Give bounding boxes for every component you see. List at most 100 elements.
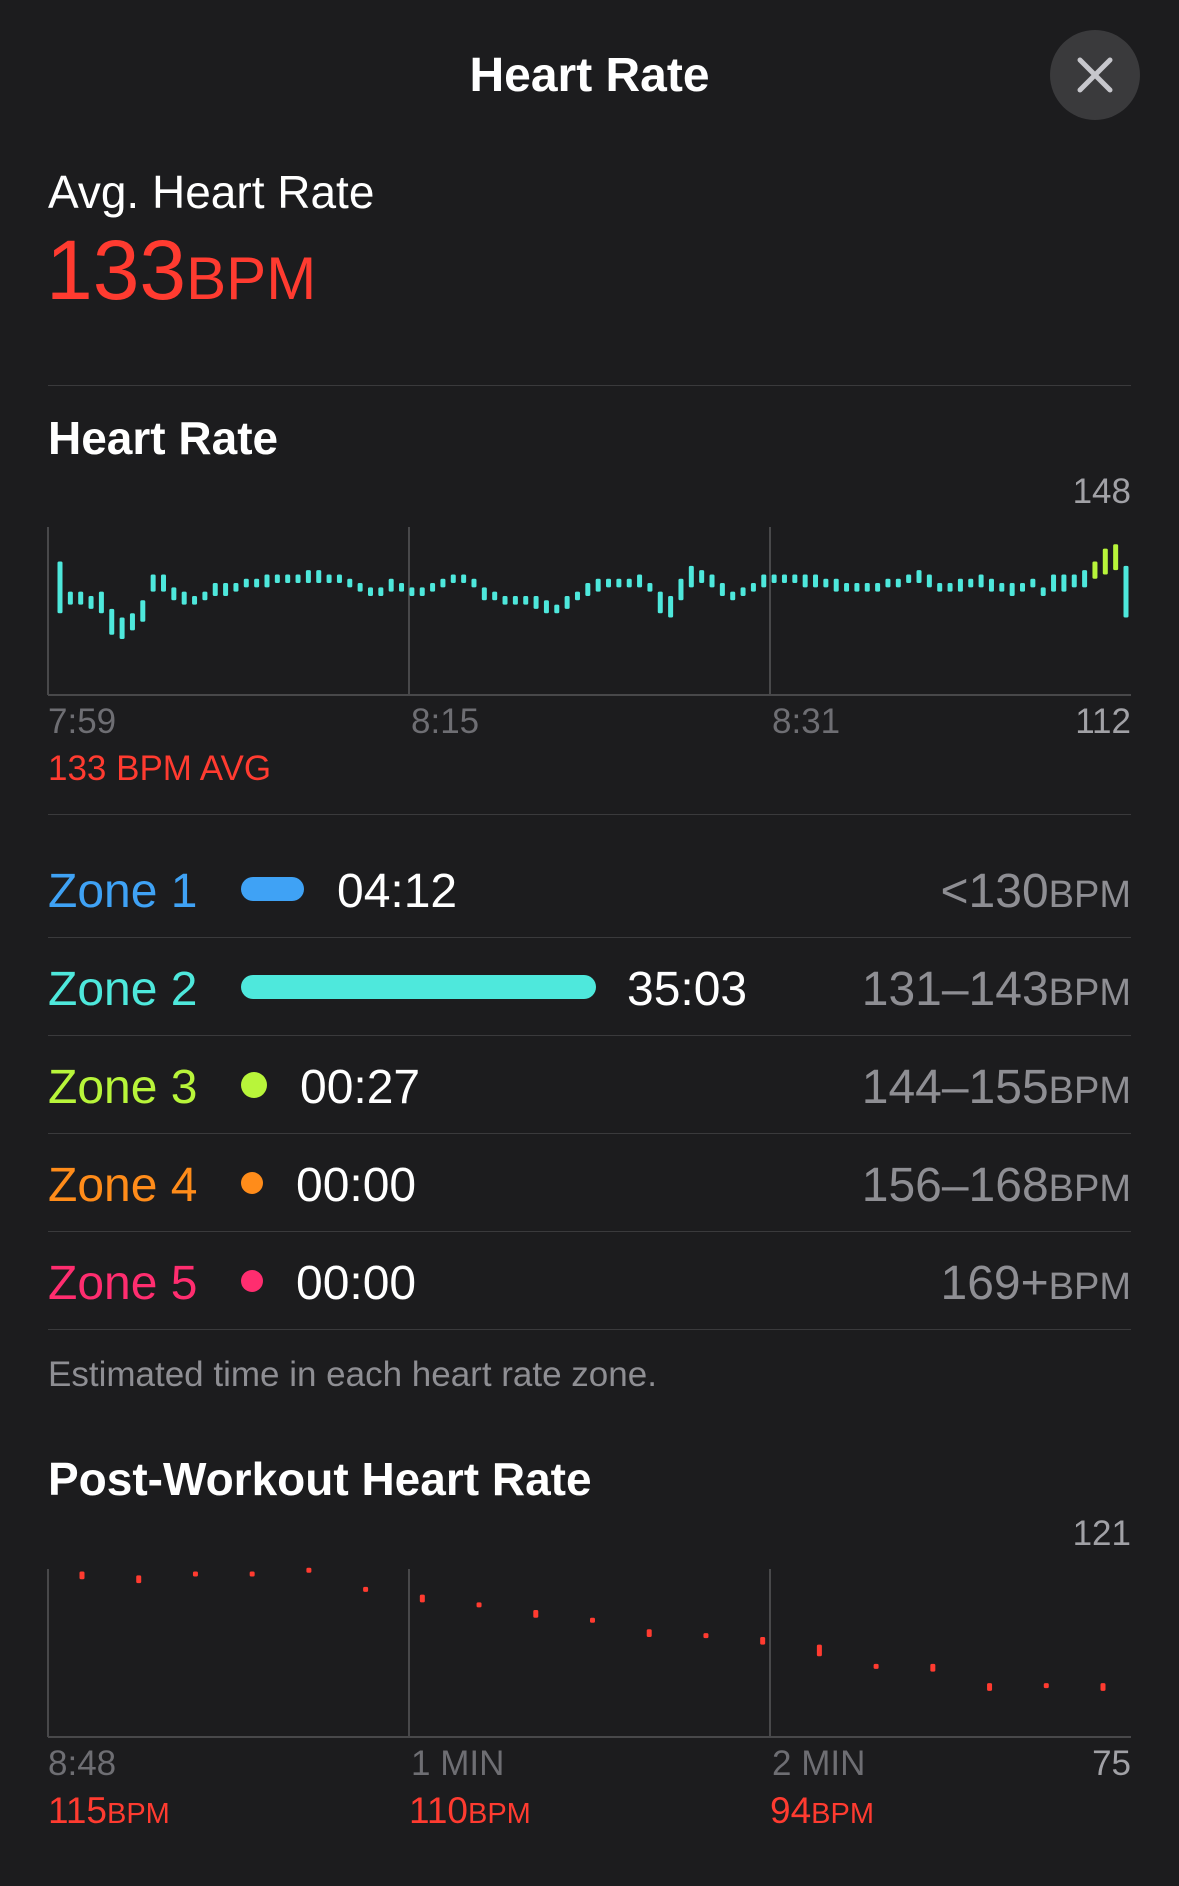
post-workout-point — [533, 1610, 539, 1618]
zone-2-time-bar — [241, 975, 596, 999]
heart-rate-bar — [109, 608, 115, 635]
post-x-label-mid: 1 MIN — [411, 1744, 505, 1783]
heart-rate-bar — [367, 587, 373, 596]
post-y-min-label: 75 — [1092, 1744, 1131, 1783]
zone-range-unit: BPM — [1048, 972, 1131, 1014]
zone-name: Zone 5 — [48, 1257, 198, 1310]
zone-range: 131–143BPM — [862, 962, 1131, 1017]
post-workout-point — [1043, 1683, 1049, 1689]
heart-rate-bar — [564, 595, 570, 609]
divider — [48, 1133, 1131, 1134]
heart-rate-bar — [171, 587, 177, 601]
post-workout-point — [703, 1633, 709, 1639]
post-workout-point — [590, 1617, 595, 1623]
zone-time: 00:27 — [300, 1061, 421, 1114]
heart-rate-bar — [647, 583, 653, 592]
zone-3-time-dot — [241, 1072, 267, 1098]
zone-row-4: Zone 4 00:00 156–168BPM — [48, 1134, 1131, 1232]
zone-range: 169+BPM — [941, 1256, 1131, 1311]
heart-rate-bar — [885, 578, 891, 588]
post-workout-chart — [47, 1567, 1131, 1738]
heart-rate-bar — [409, 587, 415, 596]
hr-avg-label: 133 BPM AVG — [48, 749, 272, 788]
zone-4-time-dot — [241, 1172, 263, 1194]
heart-rate-bar — [399, 583, 405, 592]
zones-footnote: Estimated time in each heart rate zone. — [48, 1355, 657, 1394]
heart-rate-bar — [1030, 578, 1036, 588]
post-marker-2min: 94BPM — [770, 1790, 874, 1832]
post-workout-point — [760, 1636, 766, 1645]
post-workout-point — [987, 1683, 993, 1691]
heart-rate-bar — [533, 595, 539, 609]
hr-x-label-end: 8:31 — [772, 702, 841, 741]
heart-rate-bar — [295, 574, 301, 584]
post-x-label-start: 8:48 — [48, 1744, 117, 1783]
post-marker-value: 110 — [409, 1790, 468, 1831]
hr-x-label-mid: 8:15 — [411, 702, 480, 741]
heart-rate-bar — [1040, 587, 1046, 596]
heart-rate-bar — [668, 595, 674, 618]
heart-rate-bar — [502, 595, 508, 605]
heart-rate-bar — [978, 574, 984, 588]
heart-rate-bar — [1009, 583, 1015, 596]
post-workout-section-title: Post-Workout Heart Rate — [48, 1453, 592, 1505]
heart-rate-bar — [461, 574, 467, 584]
heart-rate-bar — [968, 578, 974, 588]
post-y-max-label: 121 — [1072, 1514, 1131, 1553]
heart-rate-bar — [512, 595, 518, 605]
heart-rate-bar — [926, 574, 932, 588]
heart-rate-bar — [57, 561, 63, 614]
heart-rate-bar — [626, 578, 632, 588]
heart-rate-bar — [585, 583, 591, 596]
heart-rate-bar — [378, 587, 384, 596]
heart-rate-bar — [430, 583, 436, 592]
zone-range-value: 144–155 — [861, 1061, 1049, 1114]
heart-rate-bar — [1082, 570, 1088, 588]
avg-heart-rate-value: 133BPM — [46, 228, 316, 312]
post-workout-point — [306, 1567, 312, 1573]
heart-rate-bar — [1020, 583, 1026, 592]
heart-rate-bar — [802, 574, 808, 588]
zone-row-2: Zone 2 35:03 131–143BPM — [48, 938, 1131, 1036]
hr-y-max-label: 148 — [1072, 472, 1131, 511]
heart-rate-bar — [699, 570, 705, 584]
heart-rate-bar — [988, 578, 994, 592]
post-workout-point — [79, 1571, 85, 1580]
heart-rate-bar — [637, 574, 643, 588]
heart-rate-bar — [181, 591, 187, 605]
heart-rate-bar — [212, 583, 218, 596]
heart-rate-bar — [243, 578, 249, 588]
heart-rate-bar — [67, 591, 73, 605]
heart-rate-section-title: Heart Rate — [48, 412, 279, 464]
zone-range-unit: BPM — [1048, 1266, 1131, 1308]
heart-rate-bar — [844, 583, 850, 592]
post-marker-start: 115BPM — [48, 1790, 170, 1832]
heart-rate-bar — [947, 583, 953, 592]
divider — [48, 814, 1131, 815]
heart-rate-bar — [616, 578, 622, 588]
heart-rate-bar — [719, 583, 725, 596]
heart-rate-bar — [326, 574, 332, 584]
heart-rate-bar — [1123, 565, 1129, 618]
heart-rate-bar — [285, 574, 291, 584]
heart-rate-bar — [264, 574, 270, 588]
heart-rate-bar — [999, 583, 1005, 592]
heart-rate-bar — [595, 578, 601, 592]
heart-rate-bar — [1102, 548, 1108, 575]
heart-rate-bar — [678, 578, 684, 601]
close-button[interactable] — [1050, 30, 1140, 120]
heart-rate-bar — [730, 591, 736, 601]
post-marker-1min: 110BPM — [409, 1790, 531, 1832]
heart-rate-bar — [150, 574, 156, 592]
heart-rate-bar — [357, 583, 363, 592]
heart-rate-bar — [160, 574, 166, 592]
heart-rate-bar — [781, 574, 787, 584]
post-marker-value: 94 — [770, 1790, 812, 1831]
heart-rate-bar — [761, 574, 767, 588]
post-x-label-end: 2 MIN — [772, 1744, 866, 1783]
zone-time: 35:03 — [627, 963, 748, 1016]
zone-1-time-bar — [241, 877, 304, 901]
zone-name: Zone 4 — [48, 1159, 198, 1212]
page-title: Heart Rate — [469, 49, 710, 102]
heart-rate-bar — [554, 604, 560, 614]
